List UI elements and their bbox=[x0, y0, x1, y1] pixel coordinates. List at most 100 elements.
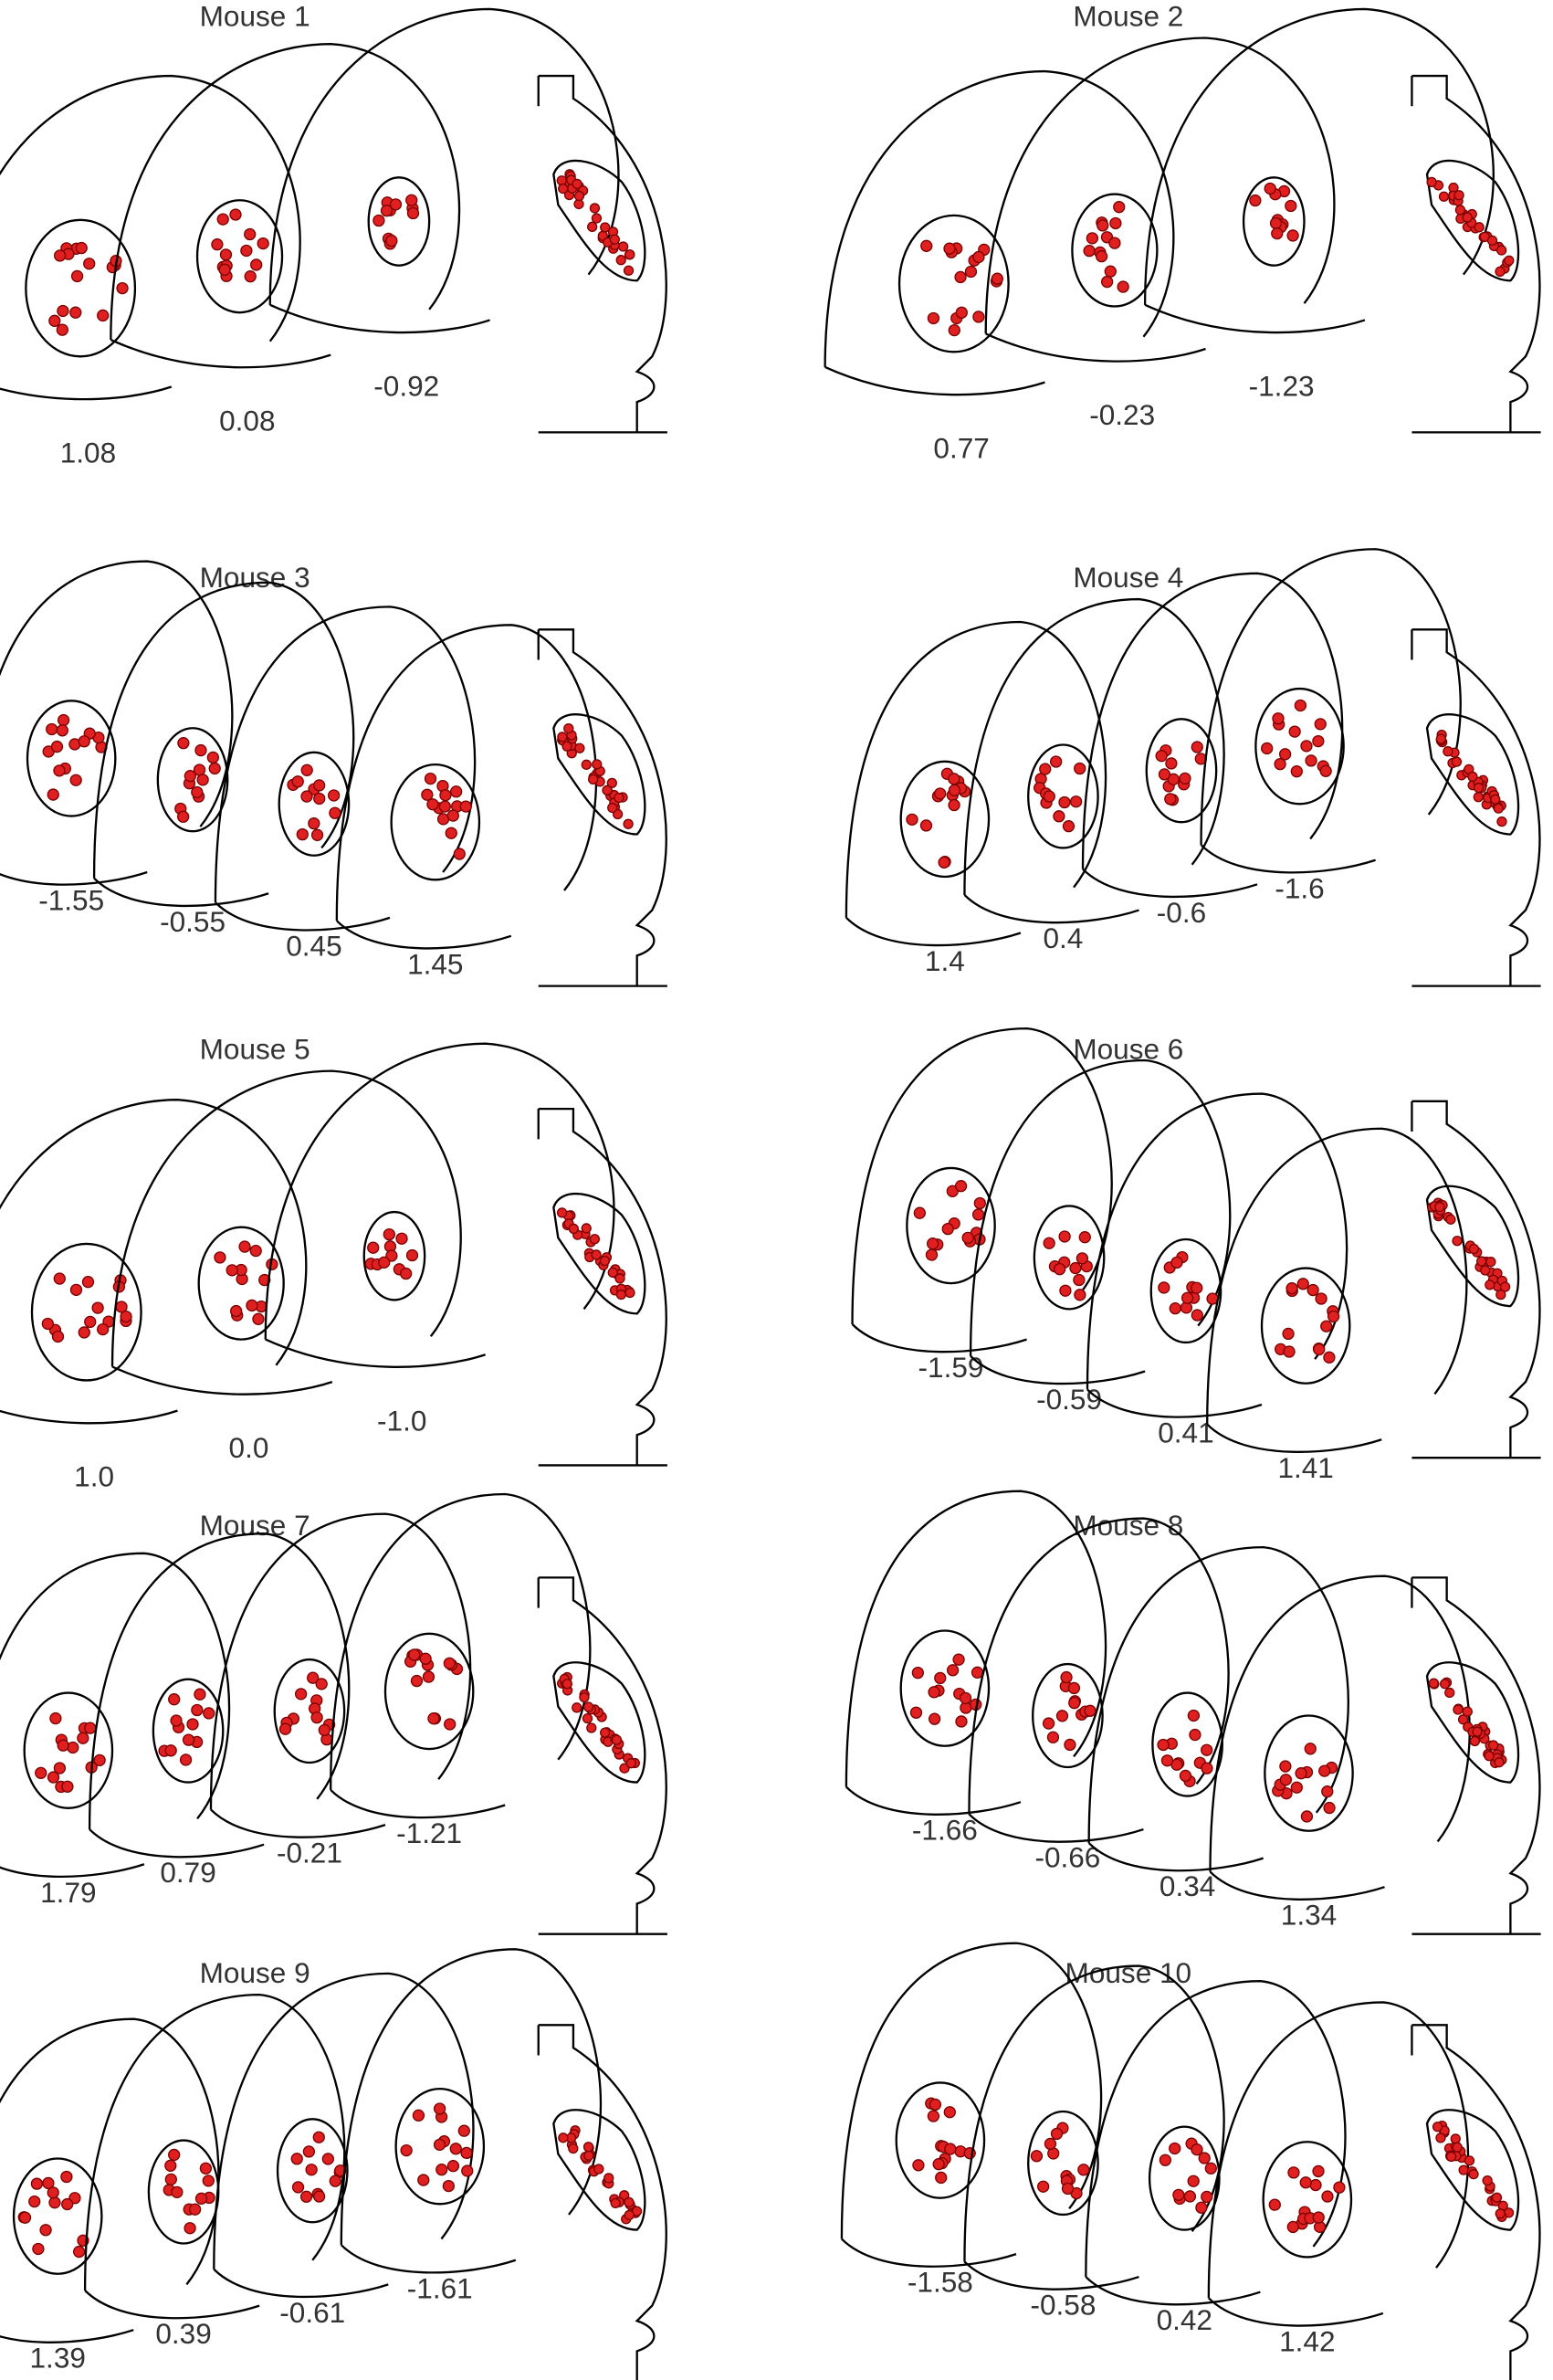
cell-dot bbox=[1046, 1731, 1060, 1743]
cell-dot bbox=[1462, 1706, 1473, 1717]
cell-dot bbox=[1053, 810, 1065, 823]
section-outline bbox=[335, 624, 597, 950]
cell-dot bbox=[1318, 1764, 1331, 1777]
cell-dot bbox=[624, 2209, 635, 2221]
cell-dot bbox=[61, 2197, 74, 2211]
cell-dot bbox=[911, 1666, 925, 1680]
section-outline bbox=[110, 1069, 462, 1395]
section-label: 1.42 bbox=[1279, 2324, 1335, 2357]
cell-dot bbox=[941, 1222, 954, 1236]
striatum-outline bbox=[26, 700, 117, 817]
cell-dot bbox=[935, 2171, 948, 2185]
cell-dot bbox=[1191, 1309, 1203, 1322]
section-label: 0.42 bbox=[1157, 2303, 1212, 2336]
cell-dot bbox=[1183, 2190, 1197, 2203]
cell-dot bbox=[561, 741, 572, 752]
cell-dot bbox=[240, 244, 253, 258]
cell-dot bbox=[973, 1196, 986, 1210]
cell-dot bbox=[948, 323, 960, 337]
cell-dot bbox=[1484, 1751, 1495, 1762]
cell-dot bbox=[1191, 741, 1203, 753]
cell-dot bbox=[164, 1744, 177, 1757]
cell-dot bbox=[1058, 795, 1071, 809]
cell-dot bbox=[53, 1272, 66, 1285]
cell-dot bbox=[625, 1758, 636, 1769]
cell-dot bbox=[1299, 2176, 1312, 2189]
cell-dot bbox=[614, 792, 624, 804]
cell-dot bbox=[312, 2131, 325, 2143]
sagittal-outline bbox=[1411, 2024, 1541, 2380]
cell-dot bbox=[373, 214, 385, 227]
striatum-outline bbox=[1260, 1267, 1351, 1385]
cell-dot bbox=[194, 2192, 208, 2205]
cell-dot bbox=[557, 732, 568, 742]
cell-dot bbox=[170, 1714, 183, 1727]
cell-dot bbox=[1067, 1681, 1081, 1695]
cell-dot bbox=[302, 2145, 316, 2158]
section-label: -1.23 bbox=[1249, 370, 1315, 403]
cell-dot bbox=[199, 2162, 213, 2175]
cell-dot bbox=[582, 2142, 594, 2153]
cell-dot bbox=[1295, 1767, 1307, 1780]
cell-dot bbox=[1290, 765, 1303, 778]
cell-dot bbox=[1495, 1289, 1506, 1301]
mouse-panel: Mouse 2 0.77 -0.23 -1.23 bbox=[824, 0, 1541, 465]
cell-dot bbox=[1073, 1273, 1086, 1287]
section-label: -1.21 bbox=[396, 1817, 462, 1849]
sagittal-region bbox=[552, 1661, 646, 1784]
section-outline bbox=[92, 581, 355, 908]
striatum-outline bbox=[383, 1632, 475, 1751]
cell-dot bbox=[919, 819, 933, 832]
sagittal-outline bbox=[1411, 1576, 1541, 1935]
cell-dot bbox=[1286, 229, 1299, 242]
cell-dot bbox=[1473, 782, 1485, 794]
section-label: -1.55 bbox=[38, 884, 104, 917]
cell-dot bbox=[1179, 1769, 1192, 1783]
mouse-panel: Mouse 5 1.0 0.0 -1.0 bbox=[0, 1032, 667, 1493]
cell-dot bbox=[1169, 2142, 1181, 2155]
cell-dot bbox=[446, 809, 459, 822]
striatum-outline bbox=[30, 1242, 142, 1382]
striatum-outline bbox=[23, 1691, 114, 1809]
cell-dot bbox=[57, 713, 70, 727]
sagittal-region bbox=[552, 713, 646, 836]
cell-dot bbox=[294, 1688, 308, 1701]
cell-dot bbox=[1314, 718, 1327, 731]
cell-dot bbox=[1464, 2155, 1475, 2166]
section-label: 1.0 bbox=[74, 1460, 114, 1493]
cell-dot bbox=[589, 1234, 601, 1245]
cell-dot bbox=[460, 2146, 473, 2160]
mouse-panel: Mouse 1 1.08 0.08 -0.92 bbox=[0, 0, 667, 469]
panel-title: Mouse 4 bbox=[1073, 561, 1183, 594]
sagittal-outline bbox=[537, 2024, 667, 2380]
cell-dot bbox=[56, 724, 68, 737]
cell-dot bbox=[177, 810, 190, 823]
cell-dot bbox=[1451, 756, 1463, 767]
cell-dot bbox=[1468, 1243, 1480, 1255]
cell-dot bbox=[925, 1248, 939, 1261]
cell-dot bbox=[563, 722, 574, 734]
cell-dot bbox=[78, 1326, 90, 1339]
cell-dot bbox=[1491, 2192, 1503, 2203]
cell-dot bbox=[188, 2203, 202, 2216]
section-outline bbox=[845, 1490, 1107, 1816]
cell-dot bbox=[1061, 2182, 1075, 2196]
cell-dot bbox=[961, 1231, 974, 1244]
cell-dot bbox=[51, 1330, 65, 1343]
striatum-outline bbox=[156, 727, 229, 833]
cell-dot bbox=[1333, 2181, 1346, 2194]
cell-dot bbox=[1445, 2151, 1457, 2163]
striatum-outline bbox=[367, 176, 431, 267]
cell-dot bbox=[179, 1753, 193, 1766]
cell-dot bbox=[83, 258, 96, 270]
striatum-outline bbox=[273, 1658, 346, 1764]
cell-dot bbox=[944, 2143, 957, 2155]
cell-dot bbox=[28, 2195, 41, 2208]
cell-dot bbox=[439, 789, 452, 802]
cell-dot bbox=[443, 1657, 456, 1669]
cell-dot bbox=[1172, 2188, 1185, 2201]
cell-dot bbox=[1462, 212, 1473, 223]
striatum-outline bbox=[390, 763, 481, 881]
cell-dot bbox=[1457, 1714, 1469, 1725]
